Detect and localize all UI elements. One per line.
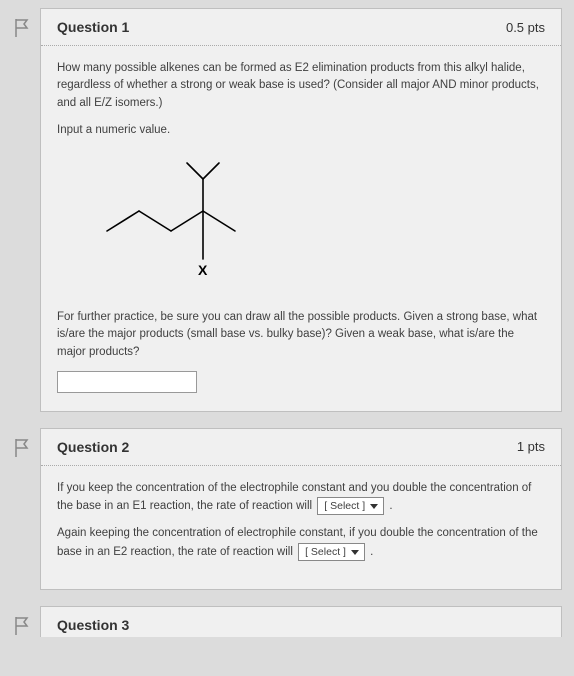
select-label: [ Select ] [305,546,346,558]
line-1: If you keep the concentration of the ele… [57,480,545,516]
period: . [370,546,373,558]
question-points: 0.5 pts [506,20,545,35]
molecule-diagram: X [97,151,277,291]
select-label: [ Select ] [324,500,365,512]
question-title: Question 1 [57,19,129,35]
flag-icon[interactable] [13,615,31,637]
question-body: If you keep the concentration of the ele… [41,466,561,589]
flag-icon[interactable] [13,17,31,39]
question-1-card: Question 1 0.5 pts How many possible alk… [40,8,562,412]
period: . [389,500,392,512]
line-text: If you keep the concentration of the ele… [57,482,531,512]
question-2-card: Question 2 1 pts If you keep the concent… [40,428,562,590]
question-header: Question 3 [41,607,561,637]
question-header: Question 2 1 pts [41,429,561,466]
prompt-text: How many possible alkenes can be formed … [57,60,545,112]
line-2: Again keeping the concentration of elect… [57,525,545,561]
question-header: Question 1 0.5 pts [41,9,561,46]
x-label: X [198,262,208,278]
prompt-text: Input a numeric value. [57,122,545,139]
rate-select-e1[interactable]: [ Select ] [317,497,384,515]
flag-icon[interactable] [13,437,31,459]
question-points: 1 pts [517,439,545,454]
question-3-card: Question 3 [40,606,562,637]
question-title: Question 2 [57,439,129,455]
prompt-text: For further practice, be sure you can dr… [57,309,545,361]
numeric-answer-input[interactable] [57,371,197,393]
question-body: How many possible alkenes can be formed … [41,46,561,411]
rate-select-e2[interactable]: [ Select ] [298,543,365,561]
question-title: Question 3 [57,617,129,633]
